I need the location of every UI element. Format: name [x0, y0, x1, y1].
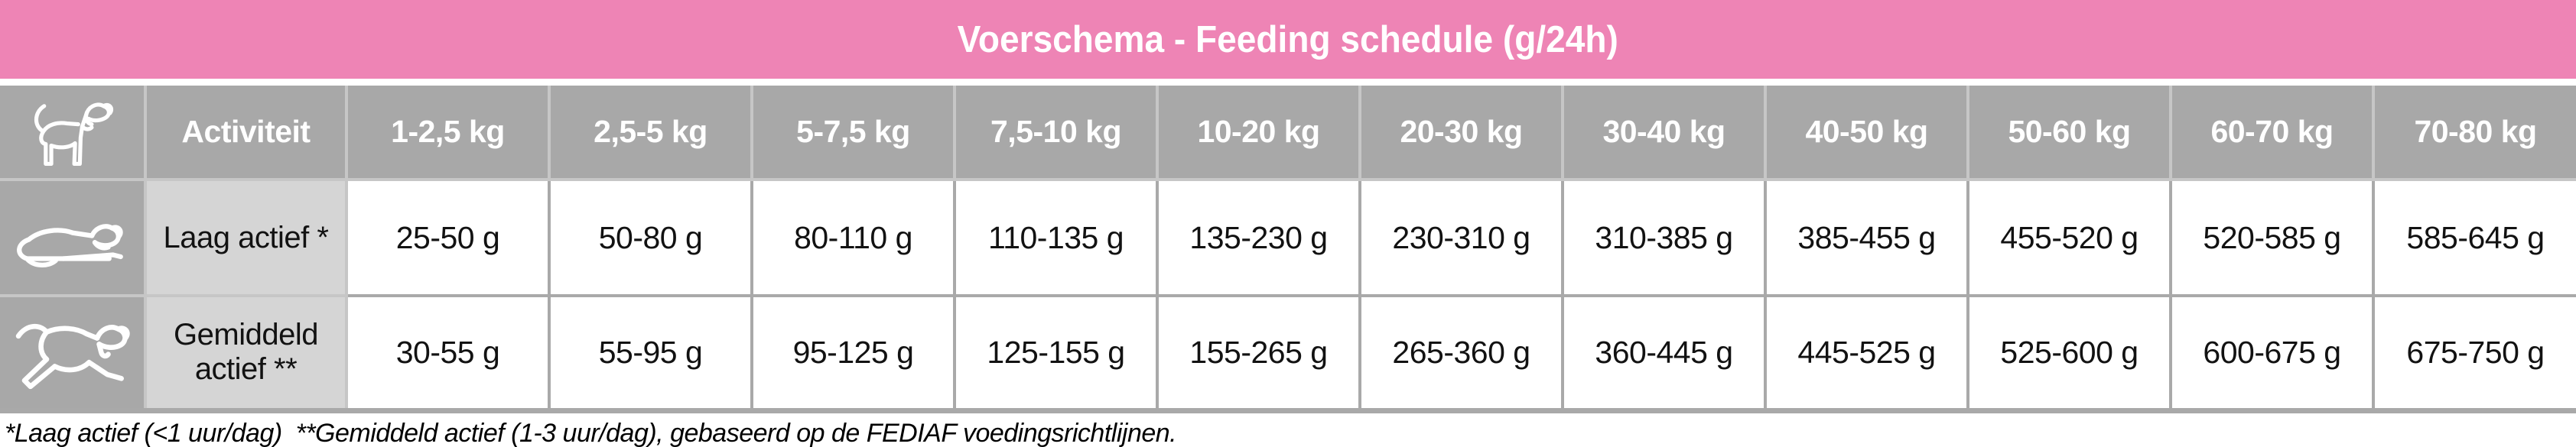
weight-column-header: 70-80 kg — [2372, 86, 2576, 181]
feeding-value: 110-135 g — [953, 178, 1159, 297]
feeding-value: 50-80 g — [548, 178, 753, 297]
activity-column-header: Activiteit — [144, 86, 348, 181]
feeding-value: 675-750 g — [2372, 294, 2576, 412]
standing-dog-cell — [0, 86, 147, 181]
feeding-value: 310-385 g — [1561, 178, 1767, 297]
lying-dog-icon — [17, 224, 123, 267]
feeding-value: 95-125 g — [750, 294, 956, 412]
feeding-value: 230-310 g — [1358, 178, 1564, 297]
feeding-value: 385-455 g — [1764, 178, 1969, 297]
weight-column-header: 50-60 kg — [1966, 86, 2172, 181]
running-dog-cell — [0, 294, 147, 412]
feeding-value: 520-585 g — [2169, 178, 2375, 297]
feeding-value: 135-230 g — [1156, 178, 1361, 297]
page-title: Voerschema - Feeding schedule (g/24h) — [957, 18, 1619, 60]
feeding-value: 125-155 g — [953, 294, 1159, 412]
running-dog-icon — [15, 324, 130, 390]
feeding-value: 80-110 g — [750, 178, 956, 297]
weight-column-header: 40-50 kg — [1764, 86, 1969, 181]
feeding-value: 25-50 g — [345, 178, 551, 297]
feeding-value: 155-265 g — [1156, 294, 1361, 412]
activity-label-low: Laag actief * — [144, 178, 348, 297]
header-row: Activiteit 1-2,5 kg 2,5-5 kg 5-7,5 kg 7,… — [0, 86, 2576, 181]
weight-column-header: 7,5-10 kg — [953, 86, 1159, 181]
feeding-value: 265-360 g — [1358, 294, 1564, 412]
feeding-value: 360-445 g — [1561, 294, 1767, 412]
feeding-value: 445-525 g — [1764, 294, 1969, 412]
feeding-schedule-table: Activiteit 1-2,5 kg 2,5-5 kg 5-7,5 kg 7,… — [0, 86, 2576, 413]
row-low-active: Laag actief * 25-50 g 50-80 g 80-110 g 1… — [0, 178, 2576, 297]
feeding-value: 585-645 g — [2372, 178, 2576, 297]
feeding-value: 600-675 g — [2169, 294, 2375, 412]
feeding-value: 455-520 g — [1966, 178, 2172, 297]
weight-column-header: 60-70 kg — [2169, 86, 2375, 181]
weight-column-header: 1-2,5 kg — [345, 86, 551, 181]
footnote: *Laag actief (<1 uur/dag) **Gemiddeld ac… — [5, 418, 1177, 447]
feeding-value: 30-55 g — [345, 294, 551, 412]
feeding-value: 55-95 g — [548, 294, 753, 412]
weight-column-header: 10-20 kg — [1156, 86, 1361, 181]
feeding-value: 525-600 g — [1966, 294, 2172, 412]
weight-column-header: 30-40 kg — [1561, 86, 1767, 181]
weight-column-header: 20-30 kg — [1358, 86, 1564, 181]
weight-column-header: 5-7,5 kg — [750, 86, 956, 181]
standing-dog-icon — [34, 102, 114, 166]
activity-label-medium: Gemiddeld actief ** — [144, 294, 348, 412]
row-medium-active: Gemiddeld actief ** 30-55 g 55-95 g 95-1… — [0, 294, 2576, 412]
title-banner: Voerschema - Feeding schedule (g/24h) — [0, 0, 2576, 79]
weight-column-header: 2,5-5 kg — [548, 86, 753, 181]
lying-dog-cell — [0, 178, 147, 297]
